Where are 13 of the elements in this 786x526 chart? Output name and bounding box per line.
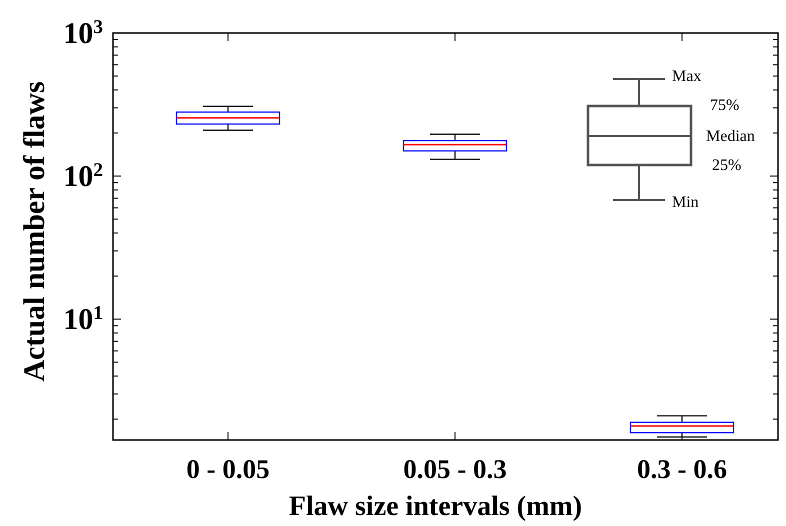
annotation: 75% xyxy=(710,97,740,114)
annotation: 25% xyxy=(712,157,742,174)
y-tick-label: 10$^{2}$ xyxy=(63,160,103,194)
annotation: Median xyxy=(706,128,755,145)
annotation: Max xyxy=(672,68,702,85)
annotation: Min xyxy=(672,194,699,211)
y-tick-label: 10$^{1}$ xyxy=(63,302,103,336)
x-tick-label: 0.3 - 0.6 xyxy=(637,454,727,484)
y-tick-label: 10$^{3}$ xyxy=(63,16,104,50)
x-tick-label: 0 - 0.05 xyxy=(186,454,270,484)
y-axis-title: Actual number of flaws xyxy=(18,81,51,382)
x-tick-label: 0.05 - 0.3 xyxy=(403,454,507,484)
x-axis-title: Flaw size intervals (mm) xyxy=(288,491,582,522)
